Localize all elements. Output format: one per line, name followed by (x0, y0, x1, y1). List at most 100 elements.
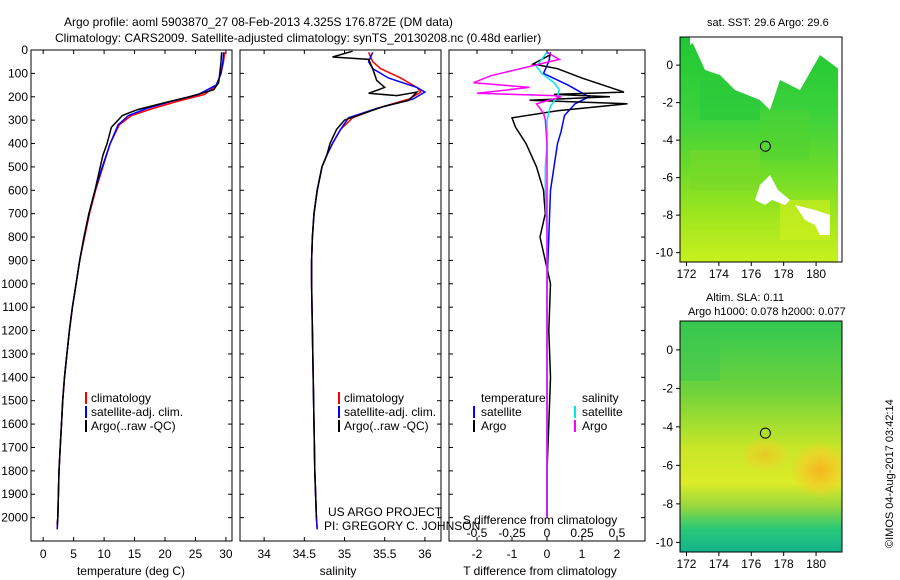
depth-tick-label: 1200 (1, 324, 28, 338)
sst_map-ytick-label: -2 (662, 96, 673, 110)
sla_map-xtick-label: 180 (806, 557, 826, 571)
difference-xtick-label: -1 (507, 547, 518, 561)
legend-swatch-climatology (338, 392, 340, 404)
sla_map-xtick-label: 176 (741, 557, 761, 571)
sst_map-ytick-label: -6 (662, 171, 673, 185)
salinity-axes: 34 34.5 35 35.5 36 (240, 49, 441, 561)
depth-tick-label: 1600 (1, 417, 28, 431)
difference-xtick-label: 2 (614, 547, 621, 561)
temperature-xtick-label: 20 (158, 547, 172, 561)
sla_map-xtick-label: 174 (709, 557, 729, 571)
depth-tick-label: 0 (21, 43, 28, 57)
legend-label-satellite: satellite-adj. clim. (91, 405, 183, 419)
sst_map-xtick-label: 174 (709, 267, 729, 281)
legend-swatch-climatology (85, 392, 87, 404)
legend-label-argo: Argo(..raw -QC) (91, 419, 176, 433)
salinity-panel-frame (239, 49, 442, 542)
sst-map-axes: 172 174 176 178 180 0 -2 -4 -6 -8 -10 (656, 58, 827, 281)
sla_map-xtick-label: 172 (676, 557, 696, 571)
difference-axes: -2 -1 0 1 2 -0.5 -0.25 0 0.25 0.5 (449, 49, 645, 561)
project-credit: US ARGO PROJECT (328, 505, 443, 519)
sst_map-ytick-label: -10 (656, 246, 674, 260)
salinity-xlabel: salinity (320, 564, 357, 578)
sst_map-xtick-label: 176 (741, 267, 761, 281)
temperature-xtick-label: 5 (70, 547, 77, 561)
depth-tick-label: 1300 (1, 347, 28, 361)
sla-map-axes: 172 174 176 178 180 0 -2 -4 -6 -8 -10 (656, 343, 827, 571)
sst_map-xtick-label: 180 (806, 267, 826, 281)
sst_map-xtick-label: 172 (676, 267, 696, 281)
salinity-series-argo-raw-qc- (310, 50, 420, 518)
depth-tick-label: 1000 (1, 277, 28, 291)
figure-title-line1: Argo profile: aoml 5903870_27 08-Feb-201… (64, 15, 453, 29)
sla-map-title: Altim. SLA: 0.11 (706, 292, 784, 304)
difference-stick-label: 0.5 (609, 526, 626, 540)
legend-swatch-argo (85, 420, 87, 432)
sla-map-subtitle: Argo h1000: 0.078 h2000: 0.077 (688, 306, 846, 318)
depth-tick-label: 900 (8, 253, 28, 267)
salinity-xtick-label: 36 (418, 547, 432, 561)
legend-swatch-sal-satellite (574, 406, 576, 418)
temperature-xlabel: temperature (deg C) (77, 564, 185, 578)
salinity-series-climatology (310, 52, 423, 530)
sla_map-ytick-label: -4 (662, 420, 673, 434)
difference-stick-label: -0.5 (467, 526, 488, 540)
sst_map-ytick-label: -8 (662, 208, 673, 222)
legend-label-sal-satellite: satellite (582, 405, 623, 419)
temperature-series-climatology (56, 52, 226, 530)
difference-stick-label: 0.25 (570, 526, 594, 540)
temperature-series-argo-raw-qc- (56, 52, 223, 525)
legend-swatch-temp-satellite (473, 406, 475, 418)
difference-series-temperature-argo (510, 54, 628, 518)
sla_map-ytick-label: -2 (662, 381, 673, 395)
difference-legend: temperature salinity satellite Argo sate… (473, 391, 623, 433)
difference-series-salinity-argo (473, 51, 562, 518)
temperature-xtick-label: 25 (189, 547, 203, 561)
sst-map-title: sat. SST: 29.6 Argo: 29.6 (707, 17, 829, 29)
legend-swatch-satellite (85, 406, 87, 418)
temperature-xtick-label: 15 (128, 547, 142, 561)
depth-tick-label: 300 (8, 113, 28, 127)
difference-xtick-label: -2 (472, 547, 483, 561)
difference-xtick-label: 1 (579, 547, 586, 561)
sla-map-frame (679, 320, 843, 553)
temperature-xtick-label: 30 (219, 547, 233, 561)
temperature-xtick-label: 0 (40, 547, 47, 561)
pi-credit: PI: GREGORY C. JOHNSON (324, 519, 480, 533)
difference-stick-label: 0 (544, 526, 551, 540)
depth-tick-label: 100 (8, 66, 28, 80)
depth-tick-label: 700 (8, 207, 28, 221)
depth-tick-label: 1800 (1, 464, 28, 478)
difference-xlabel: T difference from climatology (463, 564, 617, 578)
legend-label-climatology: climatology (344, 391, 404, 405)
sst_map-xtick-label: 178 (774, 267, 794, 281)
sst_map-ytick-label: 0 (666, 58, 673, 72)
sla_map-xtick-label: 178 (774, 557, 794, 571)
sla-argo-location-marker (759, 427, 771, 439)
salinity-xtick-label: 35.5 (373, 547, 397, 561)
depth-tick-label: 500 (8, 160, 28, 174)
depth-tick-label: 1100 (2, 300, 28, 314)
legend-swatch-satellite (338, 406, 340, 418)
depth-tick-label: 1500 (1, 394, 28, 408)
sla_map-ytick-label: -10 (656, 535, 674, 549)
depth-tick-label: 1700 (1, 440, 28, 454)
sla_map-ytick-label: -6 (662, 458, 673, 472)
legend-swatch-temp-argo (473, 420, 475, 432)
depth-tick-label: 1900 (1, 487, 28, 501)
depth-tick-label: 1400 (1, 370, 28, 384)
depth-tick-label: 2000 (1, 511, 28, 525)
salinity-xtick-label: 34 (257, 547, 271, 561)
depth-tick-label: 200 (8, 90, 28, 104)
salinity-legend: climatology satellite-adj. clim. Argo(..… (338, 391, 436, 433)
difference-stick-label: -0.25 (498, 526, 526, 540)
sst-argo-location-marker (759, 140, 771, 152)
temperature-legend: climatology satellite-adj. clim. Argo(..… (85, 391, 183, 433)
figure-title-line2: Climatology: CARS2009. Satellite-adjuste… (55, 31, 541, 45)
legend-label-temp-argo: Argo (481, 419, 507, 433)
legend-swatch-sal-argo (574, 420, 576, 432)
legend-label-sal-argo: Argo (582, 419, 608, 433)
depth-tick-label: 400 (8, 137, 28, 151)
legend-header-temperature: temperature (481, 391, 546, 405)
salinity-xtick-label: 35 (338, 547, 352, 561)
